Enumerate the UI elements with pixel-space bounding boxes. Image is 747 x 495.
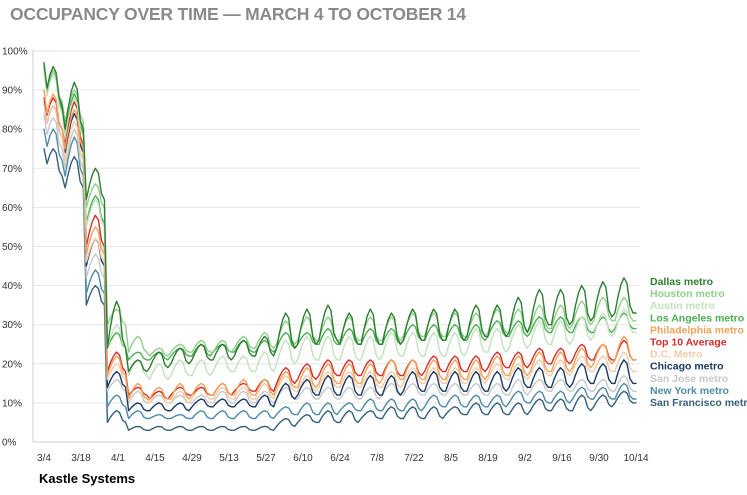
- y-tick-label: 30%: [2, 320, 22, 331]
- x-tick-label: 5/13: [219, 453, 239, 464]
- legend-entry: Chicago metro: [650, 361, 724, 373]
- x-tick-label: 4/1: [111, 453, 125, 464]
- series-line: [43, 89, 637, 400]
- y-tick-label: 40%: [2, 281, 22, 292]
- legend-entry: Top 10 Average: [650, 337, 727, 349]
- x-tick-label: 8/19: [478, 453, 498, 464]
- series-line: [43, 65, 637, 357]
- legend-entry: Houston metro: [650, 288, 725, 300]
- series-line: [43, 101, 637, 412]
- y-tick-label: 90%: [2, 86, 22, 97]
- x-tick-label: 7/22: [404, 453, 424, 464]
- y-tick-labels: 0% 10% 20% 30% 40% 50% 60% 70% 80% 90% 100%: [2, 47, 28, 449]
- series-line: [43, 65, 637, 361]
- x-tick-label: 8/5: [444, 453, 458, 464]
- series-line: [43, 97, 637, 400]
- x-tick-label: 6/10: [293, 453, 313, 464]
- chart-title: OCCUPANCY OVER TIME — MARCH 4 TO OCTOBER…: [10, 4, 466, 24]
- series-line: [43, 112, 637, 404]
- y-tick-label: 50%: [2, 242, 22, 253]
- legend-entry: Austin metro: [650, 300, 715, 312]
- x-tick-label: 9/30: [589, 453, 609, 464]
- y-tick-label: 20%: [2, 359, 22, 370]
- x-tick-label: 7/8: [370, 453, 384, 464]
- y-tick-label: 100%: [2, 47, 28, 58]
- x-tick-label: 3/18: [71, 453, 91, 464]
- legend-entry: Dallas metro: [650, 276, 713, 288]
- series-line: [43, 62, 637, 373]
- x-tick-label: 3/4: [37, 453, 51, 464]
- x-tick-label: 6/24: [330, 453, 350, 464]
- series-line: [43, 148, 637, 431]
- x-tick-label: 5/27: [256, 453, 276, 464]
- y-tick-label: 60%: [2, 203, 22, 214]
- y-tick-label: 80%: [2, 125, 22, 136]
- legend-entry: Los Angeles metro: [650, 312, 744, 324]
- series-line: [43, 69, 637, 381]
- x-tick-labels: 3/4 3/18 4/1 4/15 4/29 5/13 5/27 6/10 6/24 7/8 7/2…: [37, 453, 649, 464]
- x-tick-label: 4/29: [182, 453, 202, 464]
- source-label: Kastle Systems: [39, 471, 136, 486]
- series-lines: [43, 62, 637, 431]
- legend-entry: D.C. Metro: [650, 349, 703, 361]
- x-tick-label: 9/16: [552, 453, 572, 464]
- series-line: [43, 128, 637, 420]
- gridlines: [33, 50, 640, 404]
- legend-entry: Philadelphia metro: [650, 324, 744, 336]
- x-tick-label: 9/2: [518, 453, 532, 464]
- x-tick-label: 10/14: [623, 453, 648, 464]
- axes: [32, 50, 640, 443]
- y-tick-label: 10%: [2, 398, 22, 409]
- legend-entry: San Francisco metro: [650, 397, 747, 409]
- legend-entry: New York metro: [650, 385, 729, 397]
- y-tick-label: 70%: [2, 164, 22, 175]
- x-tick-label: 4/15: [145, 453, 165, 464]
- legend-entry: San Jose metro: [650, 373, 728, 385]
- y-tick-label: 0%: [2, 438, 17, 449]
